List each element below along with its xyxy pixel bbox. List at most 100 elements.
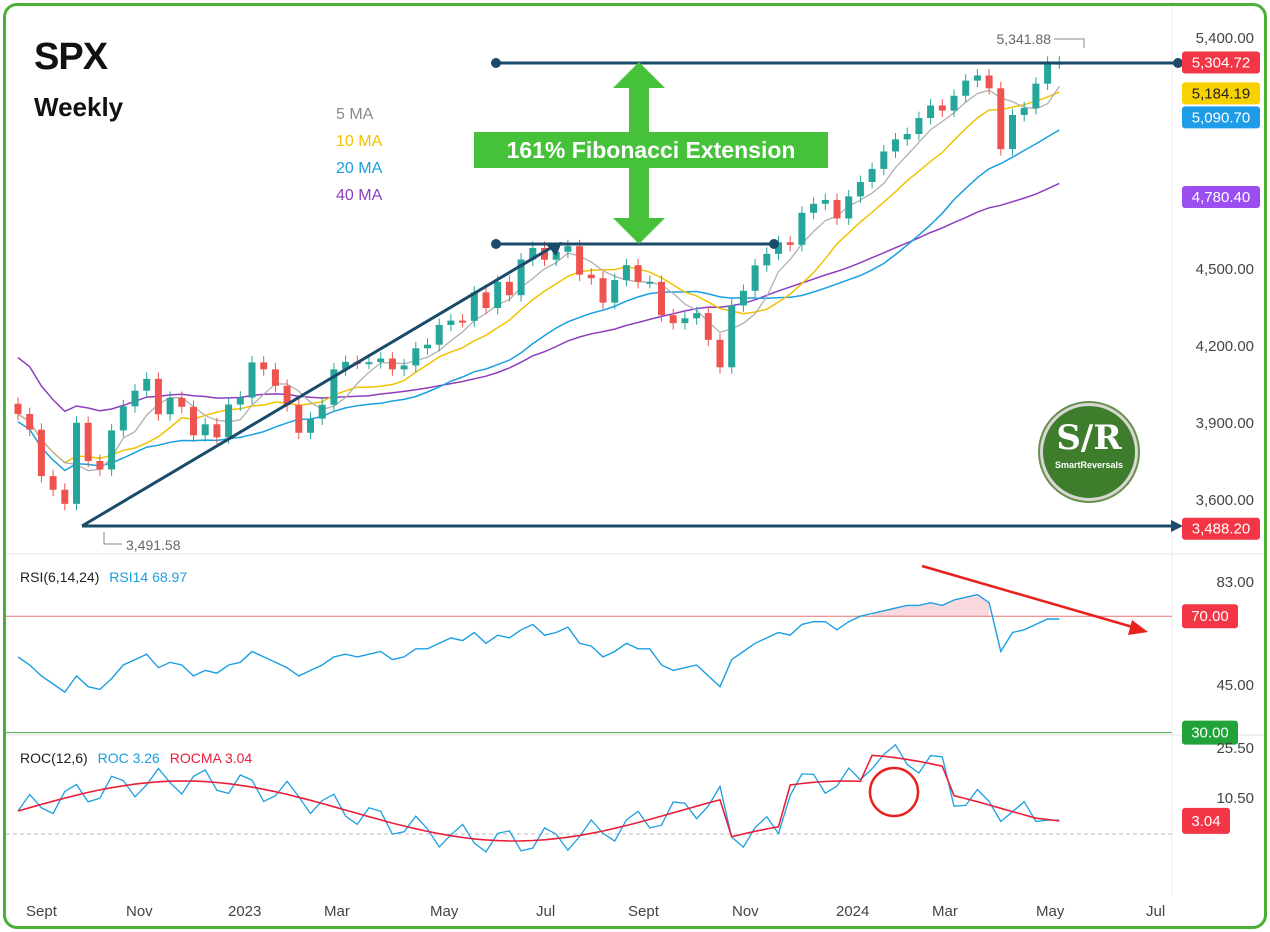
candle-body: [447, 320, 455, 325]
candle-body: [880, 151, 888, 169]
candle-body: [412, 348, 420, 366]
candle-body: [295, 405, 303, 433]
ma20-line: [17, 129, 1060, 472]
candle-body: [73, 422, 80, 504]
roc-value: ROC 3.26: [97, 750, 160, 766]
candle-body: [260, 362, 268, 370]
chart-frame: 5,341.88 3,491.58 5,400.00 4,500.00 4,200.00…: [3, 3, 1267, 929]
candle-body: [985, 75, 993, 89]
candle-body: [611, 280, 619, 303]
rsi-axis-tick: 83.00: [1216, 574, 1254, 591]
x-axis-label: Jul: [536, 903, 555, 920]
candle-body: [997, 88, 1005, 150]
roc-peak-circle: [868, 766, 920, 818]
candle-body: [330, 369, 338, 405]
candle-body: [119, 406, 127, 431]
candle-body: [318, 404, 326, 419]
price-badge-bg: [1182, 186, 1260, 209]
price-badge: 3,488.20: [1182, 517, 1260, 540]
candle-body: [201, 424, 209, 436]
candle-body: [154, 378, 162, 415]
candle-body: [248, 362, 256, 398]
candle-body: [599, 278, 607, 303]
price-badge: 5,304.72: [1182, 51, 1260, 74]
x-axis-label: Sept: [628, 903, 660, 920]
candle-body: [424, 344, 431, 349]
trend-line-arrow: [546, 242, 562, 256]
roc-legend: ROC(12,6) ROC 3.26 ROCMA 3.04: [20, 750, 258, 766]
candle-body: [49, 476, 57, 490]
roc-badge-label: 3.04: [1191, 813, 1220, 830]
candle-body: [833, 199, 841, 219]
candle-body: [529, 247, 537, 260]
fib-arrow-down-head: [613, 218, 665, 244]
candle-body: [587, 274, 595, 279]
low-price-label: 3,491.58: [126, 537, 181, 553]
rsi-badge-label: 30.00: [1191, 725, 1229, 742]
candle-body: [14, 403, 22, 415]
x-axis-label: Sept: [26, 903, 58, 920]
rsi-badge: 70.00: [1182, 604, 1238, 629]
high-price-label: 5,341.88: [997, 31, 1052, 47]
candle-body: [482, 292, 490, 309]
candle-body: [962, 80, 970, 96]
candle-body: [166, 397, 174, 415]
price-axis-tick: 5,400.00: [1196, 30, 1254, 47]
roc-badge-bg: [1182, 807, 1230, 834]
candle-body: [552, 251, 560, 260]
price-chart: 5,341.88 3,491.58 5,400.00 4,500.00 4,200.00…: [6, 6, 1264, 920]
candle-body: [938, 105, 946, 111]
price-badge-bg: [1182, 106, 1260, 129]
price-badge-label: 5,090.70: [1192, 109, 1250, 126]
candle-body: [541, 247, 548, 260]
x-axis-label: Nov: [126, 903, 153, 920]
candle-body: [576, 246, 584, 275]
price-badge-bg: [1182, 82, 1260, 105]
candle-body: [1032, 83, 1040, 109]
price-badge-label: 5,304.72: [1192, 54, 1250, 71]
x-axis-label: 2024: [836, 903, 869, 920]
price-badge-label: 4,780.40: [1192, 189, 1250, 206]
fibonacci-extension-label: 161% Fibonacci Extension: [474, 132, 828, 168]
candle-body: [131, 390, 139, 407]
candle-body: [435, 324, 443, 345]
x-axis-label: May: [430, 903, 459, 920]
candle-body: [786, 242, 794, 245]
candle-body: [927, 105, 935, 119]
candle-body: [646, 281, 654, 284]
candle-body: [810, 203, 818, 213]
candle-body: [37, 429, 45, 477]
candle-body: [704, 313, 712, 340]
price-badge-bg: [1182, 51, 1260, 74]
candle-body: [622, 265, 630, 281]
candle-body: [669, 315, 677, 324]
roc-axis-tick: 10.50: [1216, 790, 1254, 807]
candle-body: [84, 422, 92, 461]
price-axis-tick: 3,900.00: [1196, 415, 1254, 432]
fib-line-endpoint: [1173, 58, 1183, 68]
candle-body: [342, 361, 350, 370]
candle-body: [892, 139, 899, 152]
candle-body: [108, 430, 116, 470]
candle-body: [763, 253, 771, 266]
rsi-badge: 30.00: [1182, 720, 1238, 745]
logo-name: SmartReversals: [1054, 460, 1124, 470]
candle-body: [283, 385, 291, 406]
candle-body: [798, 212, 806, 245]
candle-body: [459, 320, 467, 323]
candle-body: [26, 414, 34, 430]
candle-body: [190, 406, 197, 436]
candle-body: [868, 168, 876, 182]
candle-body: [1009, 115, 1016, 150]
candle-body: [400, 365, 408, 370]
chart-subtitle: Weekly: [34, 92, 124, 122]
rsi-divergence-arrow: [1128, 620, 1148, 635]
candle-body: [728, 305, 736, 368]
candle-body: [845, 196, 853, 219]
ma5-legend: 5 MA: [336, 106, 374, 123]
price-axis-tick: 3,600.00: [1196, 492, 1254, 509]
candle-body: [821, 199, 829, 204]
x-axis-label: 2023: [228, 903, 261, 920]
roc-line: [17, 743, 1060, 853]
price-badge-label: 3,488.20: [1192, 521, 1250, 538]
